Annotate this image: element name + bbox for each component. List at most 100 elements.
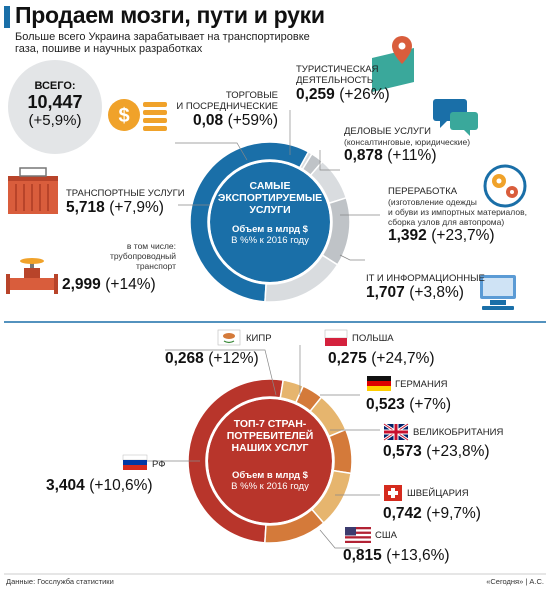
page-subtitle-line2: газа, пошиве и научных разработках xyxy=(15,43,203,55)
services-donut-center-ring xyxy=(208,160,332,284)
total-block: ВСЕГО: 10,447 (+5,9%) xyxy=(8,80,102,129)
total-label: ВСЕГО: xyxy=(34,80,76,92)
service-tourism: ТУРИСТИЧЕСКАЯ ДЕЯТЕЛЬНОСТЬ 0,259 (+26%) xyxy=(296,64,390,104)
page-title: Продаем мозги, пути и руки xyxy=(15,2,325,28)
country-usa-change: (+13,6%) xyxy=(386,547,450,564)
country-switzerland-figures: 0,742 (+9,7%) xyxy=(383,505,481,523)
usa-flag-icon xyxy=(345,527,371,543)
title-marker xyxy=(4,6,10,28)
services-donut-title-line2: ЭКСПОРТИРУЕМЫЕ xyxy=(217,192,323,204)
services-donut-title-line3: УСЛУГИ xyxy=(249,204,291,216)
switzerland-flag-icon xyxy=(384,485,402,501)
service-business-change: (+11%) xyxy=(387,147,437,164)
countries-donut-center xyxy=(208,399,332,523)
total-value: 10,447 xyxy=(27,92,83,112)
services-donut-title: САМЫЕ ЭКСПОРТИРУЕМЫЕ УСЛУГИ xyxy=(210,180,330,216)
services-leader-lines xyxy=(175,110,380,261)
service-it-label1: IT И ИНФОРМАЦИОННЫЕ xyxy=(366,273,485,284)
service-transport-value: 5,718 xyxy=(66,199,105,216)
service-trade: ТОРГОВЫЕ И ПОСРЕДНИЧЕСКИЕ 0,08 (+59%) xyxy=(168,90,278,130)
computer-icon xyxy=(480,275,516,310)
countries-donut-title: ТОП-7 СТРАН- ПОТРЕБИТЕЛЕЙ НАШИХ УСЛУГ xyxy=(210,418,330,454)
country-germany-figures: 0,523 (+7%) xyxy=(366,396,451,414)
service-processing-change: (+23,7%) xyxy=(431,227,495,244)
footer-credit: «Сегодня» | А.С. xyxy=(486,577,544,586)
services-donut-note: Объем в млрд $ В %% к 2016 году xyxy=(215,224,325,246)
country-switzerland-change: (+9,7%) xyxy=(426,505,481,522)
gears-icon xyxy=(483,164,527,208)
page-subtitle-line1: Больше всего Украина зарабатывает на тра… xyxy=(15,31,310,43)
country-poland-figures: 0,275 (+24,7%) xyxy=(328,350,435,368)
map-pin-icon xyxy=(372,36,414,92)
country-uk-change: (+23,8%) xyxy=(426,443,490,460)
countries-donut-note: Объем в млрд $ В %% к 2016 году xyxy=(215,470,325,492)
country-poland-change: (+24,7%) xyxy=(371,350,435,367)
shipping-container-icon xyxy=(8,167,58,214)
service-tourism-label1: ТУРИСТИЧЕСКАЯ xyxy=(296,64,379,75)
service-trade-change: (+59%) xyxy=(227,112,278,129)
service-trade-value: 0,08 xyxy=(192,112,224,129)
svg-text:$: $ xyxy=(118,105,129,127)
country-switzerland-value: 0,742 xyxy=(383,505,422,522)
service-business-label2: (консалтинговые, юридические) xyxy=(344,137,471,147)
country-russia-figures: 3,404 (+10,6%) xyxy=(46,477,153,495)
countries-donut-title-line3: НАШИХ УСЛУГ xyxy=(231,442,309,454)
country-cyprus-figures: 0,268 (+12%) xyxy=(165,350,259,368)
service-processing-label4: сборка узлов для автопрома) xyxy=(388,217,505,227)
service-tourism-label2: ДЕЯТЕЛЬНОСТЬ xyxy=(296,75,374,86)
service-it-value: 1,707 xyxy=(366,284,405,301)
country-usa-figures: 0,815 (+13,6%) xyxy=(343,547,450,565)
countries-donut-note-line2: В %% к 2016 году xyxy=(231,481,309,492)
service-processing-label3: и обуви из импортных материалов, xyxy=(388,207,527,217)
chat-bubbles-icon xyxy=(433,99,478,136)
country-uk-value: 0,573 xyxy=(383,443,422,460)
service-business-value: 0,878 xyxy=(344,147,383,164)
total-change: (+5,9%) xyxy=(28,112,82,129)
service-pipeline-label1: в том числе: xyxy=(126,241,176,251)
services-donut-note-line1: Объем в млрд $ xyxy=(232,224,308,235)
country-switzerland-label: ШВЕЙЦАРИЯ xyxy=(407,488,469,499)
service-it: IT И ИНФОРМАЦИОННЫЕ 1,707 (+3,8%) xyxy=(366,273,485,302)
country-germany-label: ГЕРМАНИЯ xyxy=(395,379,448,390)
service-pipeline-labels: в том числе: трубопроводный транспорт xyxy=(92,241,176,271)
service-transport-change: (+7,9%) xyxy=(109,199,164,216)
service-transport-label1: ТРАНСПОРТНЫЕ УСЛУГИ xyxy=(66,188,185,199)
service-processing-label1: ПЕРЕРАБОТКА xyxy=(388,186,458,197)
service-business-label1: ДЕЛОВЫЕ УСЛУГИ xyxy=(344,126,431,137)
countries-donut-note-line1: Объем в млрд $ xyxy=(232,470,308,481)
country-cyprus-value: 0,268 xyxy=(165,350,204,367)
service-trade-label1: ТОРГОВЫЕ xyxy=(225,90,278,101)
country-russia-label: РФ xyxy=(152,459,166,470)
service-pipeline-figures: 2,999 (+14%) xyxy=(62,276,156,294)
poland-flag-icon xyxy=(324,329,348,346)
country-cyprus-change: (+12%) xyxy=(208,350,259,367)
country-usa-label: США xyxy=(375,530,397,541)
country-uk-label: ВЕЛИКОБРИТАНИЯ xyxy=(413,427,504,438)
service-pipeline-label2: трубопроводный xyxy=(110,251,176,261)
total-bubble xyxy=(8,60,102,154)
service-it-change: (+3,8%) xyxy=(409,284,464,301)
service-tourism-change: (+26%) xyxy=(339,86,390,103)
country-germany-change: (+7%) xyxy=(409,396,452,413)
service-processing-label2: (изготовление одежды xyxy=(388,197,477,207)
service-pipeline-label3: транспорт xyxy=(135,261,176,271)
dollar-coins-icon: $ xyxy=(108,99,167,131)
service-transport: ТРАНСПОРТНЫЕ УСЛУГИ 5,718 (+7,9%) xyxy=(66,188,185,217)
services-donut-note-line2: В %% к 2016 году xyxy=(231,235,309,246)
country-usa-value: 0,815 xyxy=(343,547,382,564)
service-business: ДЕЛОВЫЕ УСЛУГИ (консалтинговые, юридичес… xyxy=(344,126,470,165)
service-tourism-value: 0,259 xyxy=(296,86,335,103)
page-subtitle: Больше всего Украина зарабатывает на тра… xyxy=(15,31,310,55)
footer-source: Данные: Госслужба статистики xyxy=(6,577,114,586)
pipe-valve-icon xyxy=(6,258,58,294)
service-processing: ПЕРЕРАБОТКА (изготовление одежды и обуви… xyxy=(388,186,527,245)
countries-donut-center-ring xyxy=(206,397,334,525)
country-uk-figures: 0,573 (+23,8%) xyxy=(383,443,490,461)
country-poland-value: 0,275 xyxy=(328,350,367,367)
countries-donut-title-line1: ТОП-7 СТРАН- xyxy=(233,418,307,430)
uk-flag-icon xyxy=(383,422,409,442)
services-donut-title-line1: САМЫЕ xyxy=(249,180,291,192)
germany-flag-icon xyxy=(367,376,391,391)
